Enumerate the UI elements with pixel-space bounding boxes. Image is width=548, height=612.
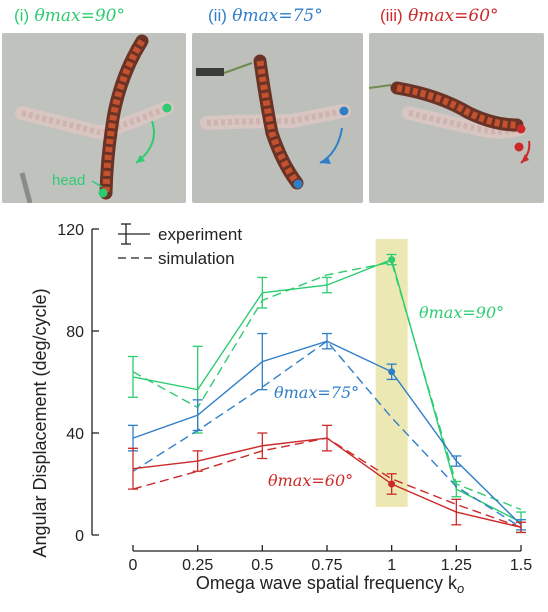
angular-displacement-chart: 0 40 80 120 0 0.25 0.5 0.75 1 1.25 1.5 experiment … xyxy=(30,222,532,596)
legend-simulation-label: simulation xyxy=(158,249,235,268)
x-tick-label: 0.75 xyxy=(311,557,342,574)
panel-roman-iii: (iii) xyxy=(380,6,403,25)
x-tick-label: 0 xyxy=(129,557,138,574)
x-axis-label: Omega wave spatial frequency ko xyxy=(196,573,464,596)
series-layer xyxy=(128,253,526,534)
data-point xyxy=(388,256,396,264)
series-label-90: θmax=90° xyxy=(419,303,504,322)
tail-marker-i xyxy=(98,188,108,198)
x-tick-label: 1.5 xyxy=(510,557,532,574)
panel-roman-ii: (ii) xyxy=(208,6,227,25)
head-marker-i xyxy=(162,103,172,113)
tail-marker-iii xyxy=(514,142,524,152)
panel-title-i: (i) θmax=90° xyxy=(14,6,125,26)
data-point xyxy=(388,368,396,376)
panel-roman-i: (i) xyxy=(14,6,30,25)
y-tick-label: 40 xyxy=(66,426,84,443)
head-label: head xyxy=(52,172,85,189)
robot-photo-i: head xyxy=(2,33,186,203)
series-group xyxy=(128,424,526,534)
head-marker-iii xyxy=(516,124,526,134)
series-label-75: θmax=75° xyxy=(274,383,359,402)
x-tick-label: 1.25 xyxy=(441,557,472,574)
legend-experiment-label: experiment xyxy=(158,225,242,244)
series-label-60: θmax=60° xyxy=(268,471,353,490)
head-marker-ii xyxy=(339,106,349,116)
y-tick-label: 80 xyxy=(66,324,84,341)
panel-title-iii: (iii) θmax=60° xyxy=(380,6,499,26)
legend: experiment simulation xyxy=(118,223,242,268)
x-tick-label: 0.25 xyxy=(182,557,213,574)
x-tick-label: 0.5 xyxy=(251,557,273,574)
data-point xyxy=(388,480,396,488)
robot-photo-iii xyxy=(369,33,544,203)
tail-marker-ii xyxy=(293,179,303,189)
panel-title-ii: (ii) θmax=75° xyxy=(208,6,323,26)
series-group xyxy=(128,332,526,531)
x-tick-label: 1 xyxy=(387,557,396,574)
y-axis-label: Angular Displacement (deg/cycle) xyxy=(30,288,50,557)
y-tick-label: 120 xyxy=(57,222,84,239)
robot-photo-ii xyxy=(192,33,363,203)
panel-theta-iii: θmax=60° xyxy=(408,6,499,26)
y-tick-label: 0 xyxy=(75,528,84,545)
panel-theta-i: θmax=90° xyxy=(34,6,125,26)
axes: 0 40 80 120 0 0.25 0.5 0.75 1 1.25 1.5 xyxy=(57,222,532,574)
panel-theta-ii: θmax=75° xyxy=(232,6,323,26)
